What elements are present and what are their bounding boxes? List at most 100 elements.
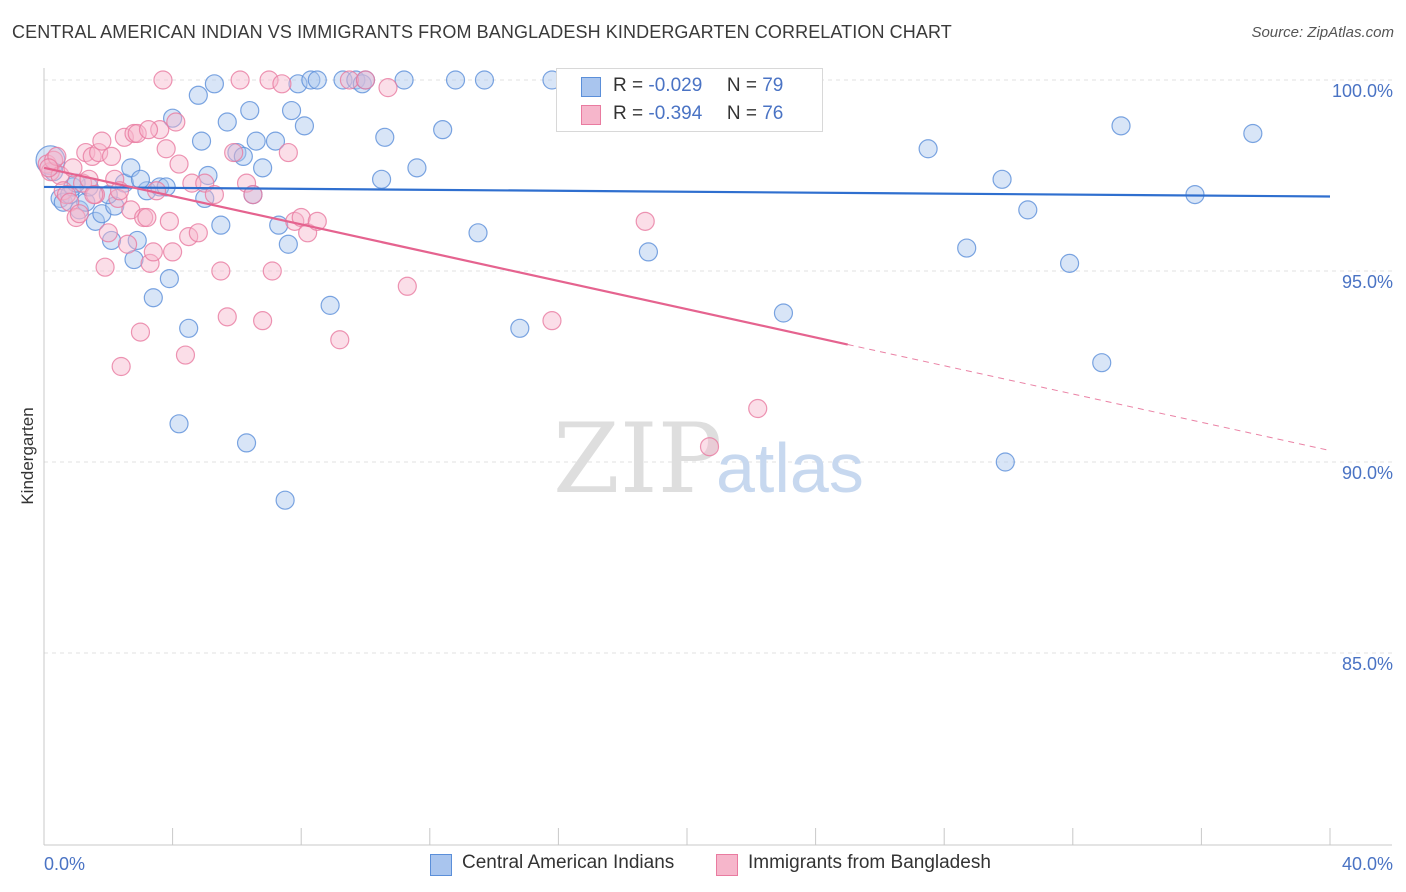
- data-point: [92, 131, 112, 151]
- data-point: [138, 120, 159, 140]
- y-tick-label: 100.0%: [1332, 81, 1393, 101]
- chart-title: CENTRAL AMERICAN INDIAN VS IMMIGRANTS FR…: [12, 22, 952, 42]
- trend-line-extension: [847, 344, 1331, 452]
- data-point: [407, 158, 427, 178]
- data-point: [253, 158, 273, 178]
- data-point: [153, 70, 173, 90]
- tick-labels: 85.0% 90.0% 95.0% 100.0% 0.0% 40.0%: [44, 81, 1393, 874]
- data-point: [635, 211, 655, 231]
- data-point: [127, 123, 147, 144]
- data-point: [240, 100, 260, 121]
- blue-swatch: [581, 77, 601, 97]
- data-point: [330, 330, 350, 350]
- data-point: [69, 204, 89, 224]
- data-point: [85, 211, 106, 231]
- data-point: [143, 242, 163, 262]
- data-point: [445, 70, 466, 90]
- data-point: [175, 345, 196, 365]
- trend-lines: [43, 166, 1331, 452]
- data-point: [748, 398, 768, 419]
- data-point: [76, 192, 96, 212]
- data-point: [394, 70, 414, 90]
- data-point: [204, 185, 224, 205]
- data-point: [918, 139, 938, 159]
- data-point: [699, 437, 720, 457]
- data-point: [130, 169, 151, 189]
- r-label: R =: [613, 75, 644, 96]
- series-immigrants-from-bangladesh: [37, 70, 768, 457]
- data-point: [156, 139, 176, 159]
- data-point: [307, 70, 327, 90]
- data-point: [638, 242, 659, 262]
- data-point: [95, 257, 115, 277]
- data-point: [246, 131, 266, 151]
- data-point: [188, 85, 208, 105]
- data-point: [230, 70, 250, 90]
- data-point: [236, 433, 257, 453]
- y-axis-label: Kindergarten: [18, 407, 37, 505]
- data-point: [217, 112, 237, 132]
- data-point: [114, 127, 134, 147]
- data-point: [995, 452, 1015, 472]
- data-point: [188, 223, 208, 243]
- data-point: [101, 146, 122, 166]
- data-point: [1092, 353, 1112, 373]
- data-point: [224, 142, 244, 163]
- data-point: [169, 154, 189, 174]
- n-value: 76: [762, 103, 784, 124]
- data-point: [301, 70, 321, 90]
- data-point: [1111, 116, 1131, 136]
- stats-legend: R = -0.029 N = 79 R = -0.394 N = 76: [556, 68, 823, 132]
- data-point: [957, 238, 977, 258]
- axes: [43, 68, 1392, 846]
- data-point: [47, 146, 67, 166]
- n-value: 79: [762, 75, 784, 96]
- data-point: [191, 131, 212, 151]
- data-point: [1018, 200, 1038, 220]
- data-point: [127, 230, 147, 251]
- y-tick-label: 90.0%: [1342, 463, 1393, 483]
- data-point: [288, 74, 308, 94]
- data-point: [211, 215, 231, 235]
- data-point: [150, 120, 170, 140]
- blue-swatch: [430, 854, 452, 876]
- r-value: -0.029: [648, 75, 703, 96]
- data-point: [259, 70, 279, 90]
- data-point: [98, 223, 118, 243]
- legend-label: Immigrants from Bangladesh: [748, 852, 991, 873]
- data-point: [1243, 123, 1263, 144]
- data-point: [204, 74, 224, 94]
- x-tick-label: 0.0%: [44, 854, 85, 874]
- n-label: N =: [726, 103, 757, 124]
- y-tick-label: 85.0%: [1342, 654, 1393, 674]
- data-point: [163, 242, 183, 262]
- data-point: [137, 207, 157, 228]
- y-tick-label: 95.0%: [1342, 272, 1393, 292]
- data-point: [166, 112, 186, 132]
- data-point: [253, 311, 273, 331]
- data-point: [143, 288, 163, 308]
- data-point: [243, 185, 263, 205]
- data-point: [179, 227, 199, 247]
- data-point: [378, 78, 398, 98]
- data-point: [397, 276, 417, 296]
- data-point: [272, 74, 292, 94]
- data-point: [510, 318, 530, 338]
- data-point: [117, 234, 138, 254]
- data-point: [89, 142, 109, 163]
- data-point: [179, 318, 199, 338]
- data-point: [278, 142, 298, 163]
- legend-label: Central American Indians: [462, 852, 675, 873]
- data-point: [159, 211, 179, 231]
- data-point: [169, 414, 189, 434]
- data-point: [474, 70, 495, 90]
- data-point: [992, 169, 1012, 189]
- data-point: [294, 116, 315, 136]
- r-value: -0.394: [648, 103, 703, 124]
- r-label: R =: [613, 103, 644, 124]
- data-point: [84, 185, 104, 205]
- source-label: Source: ZipAtlas.com: [1251, 24, 1394, 41]
- n-label: N =: [726, 75, 757, 96]
- data-point: [355, 70, 376, 90]
